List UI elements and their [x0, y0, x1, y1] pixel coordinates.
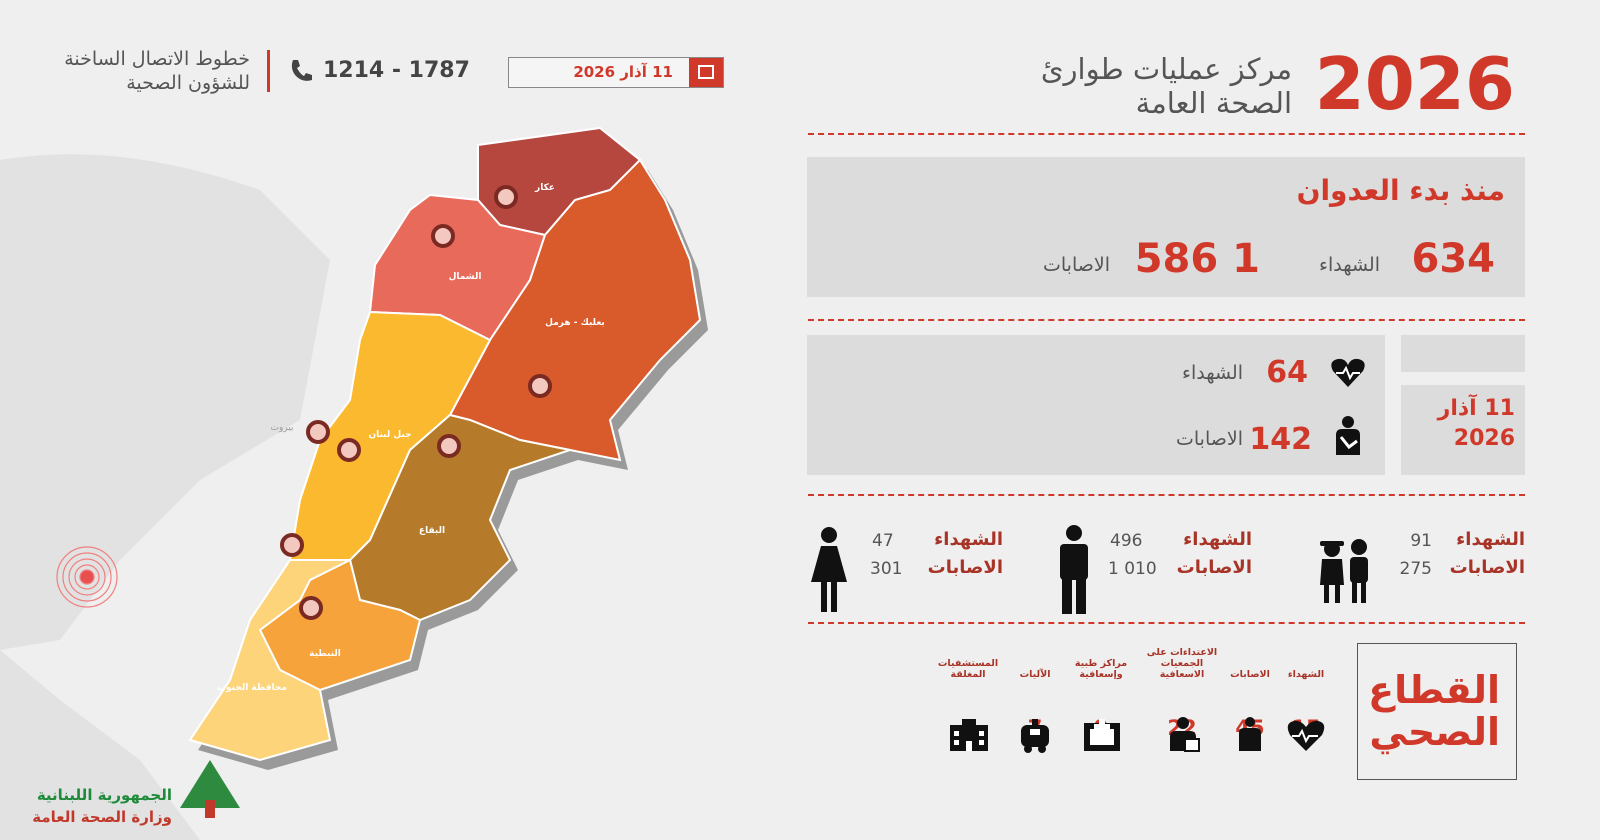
- group-value: 301: [870, 559, 903, 579]
- group-value: 1 010: [1108, 559, 1157, 579]
- daily-date: 2026: [1453, 426, 1515, 451]
- hotline: خطوط الاتصال الساخنة: [64, 48, 250, 70]
- region-label: النبطية: [309, 649, 341, 659]
- group-label: الشهداء: [934, 529, 1003, 550]
- separator: [808, 494, 1525, 496]
- group-value: 496: [1110, 531, 1143, 551]
- separator: [808, 319, 1525, 321]
- footer-line: الجمهورية اللبنانية: [36, 786, 172, 804]
- date: 11 آذار 2026: [573, 63, 673, 81]
- hotline: للشؤون الصحية: [126, 72, 250, 94]
- item-label: الاصابات: [1230, 669, 1270, 680]
- date-panel: [1401, 385, 1525, 475]
- divider: [267, 50, 270, 92]
- woman-icon: [811, 527, 847, 612]
- injured-label: الاصابات: [1175, 428, 1243, 450]
- group-label: الاصابات: [927, 557, 1003, 578]
- phone-icon: [291, 60, 312, 81]
- logo-icon: [180, 760, 240, 818]
- region-label: بعلبك - هرمل: [545, 318, 605, 328]
- item-label: الشهداء: [1287, 669, 1325, 680]
- region-label: محافظة الجنوب: [217, 683, 287, 693]
- region-label: الشمال: [449, 272, 482, 282]
- item-label: الاعتداءات على الجمعيات الاسعافية: [1146, 647, 1218, 680]
- heart-icon: [1331, 358, 1365, 387]
- footer-line: وزارة الصحة العامة: [32, 808, 172, 826]
- killed-value: 634: [1411, 236, 1496, 282]
- killed-label: الشهداء: [1182, 362, 1243, 384]
- daily-panel: [1401, 335, 1525, 372]
- separator: [808, 133, 1525, 135]
- item-label: المستشفيات المغلقة: [937, 658, 999, 680]
- region-label: البقاع: [419, 526, 445, 536]
- section-title: منذ بدء العدوان: [1296, 174, 1505, 207]
- item-label: الآليات: [1019, 669, 1051, 680]
- phone: 1214 - 1787: [323, 58, 470, 83]
- sector-title: القطاع: [1368, 668, 1500, 712]
- date-box: 11 آذار 2026: [508, 57, 724, 88]
- injured-label: الاصابات: [1042, 254, 1110, 276]
- sector-icons: [950, 717, 1325, 753]
- item-label: مراكز طبية وإسعافية: [1074, 658, 1128, 680]
- killed-value: 64: [1266, 355, 1308, 390]
- daily-panel: [807, 335, 1385, 475]
- title: الصحة العامة: [1135, 86, 1292, 120]
- group-value: 91: [1410, 531, 1432, 551]
- map: عكار الشمال بعلبك - هرمل جبل لبنان البقا…: [0, 126, 708, 840]
- injured-icon: [1336, 416, 1360, 455]
- group-label: الشهداء: [1456, 529, 1525, 550]
- daily-date: 11 آذار: [1437, 396, 1515, 421]
- group-value: 47: [872, 531, 894, 551]
- calendar-icon: [689, 58, 723, 87]
- group-label: الاصابات: [1449, 557, 1525, 578]
- total-panel: [807, 157, 1525, 297]
- year: 2026: [1314, 42, 1515, 126]
- killed-label: الشهداء: [1319, 254, 1380, 276]
- region-label: جبل لبنان: [368, 430, 411, 440]
- separator: [808, 622, 1525, 624]
- children-icon: [1320, 539, 1368, 603]
- man-icon: [1060, 525, 1088, 614]
- group-label: الشهداء: [1183, 529, 1252, 550]
- title: مركز عمليات طوارئ: [1040, 52, 1292, 86]
- injured-value: 1 586: [1134, 236, 1260, 282]
- city-label: بيروت: [270, 423, 293, 433]
- injured-value: 142: [1249, 422, 1312, 457]
- group-value: 275: [1399, 559, 1432, 579]
- sector-box: [1357, 643, 1517, 780]
- group-label: الاصابات: [1176, 557, 1252, 578]
- sector-title: الصحي: [1369, 710, 1500, 754]
- region-label: عكار: [534, 183, 555, 193]
